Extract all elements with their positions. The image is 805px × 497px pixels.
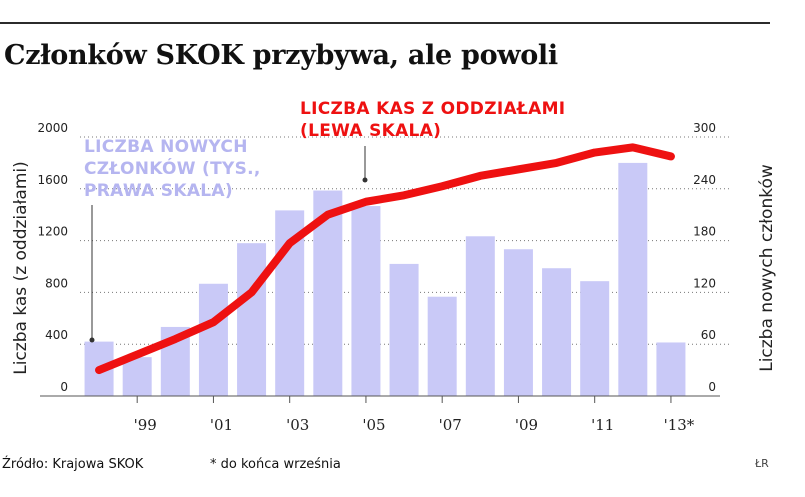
right-tick-label: 120 (693, 276, 716, 290)
left-tick-label: 1200 (37, 225, 68, 239)
line-point (289, 242, 291, 244)
x-tick-label: '01 (210, 416, 233, 434)
line-point (174, 338, 176, 340)
bar (503, 249, 533, 396)
line-point (556, 162, 558, 164)
bar (122, 357, 152, 396)
x-tick-label: '07 (439, 416, 462, 434)
right-tick-label: 0 (708, 380, 716, 394)
line-path (95, 143, 675, 375)
line-point (670, 155, 672, 157)
line-point (517, 168, 519, 170)
bars-label-leader-dot (89, 337, 95, 343)
bars-series-label: LICZBA NOWYCH (84, 137, 248, 157)
line-point (136, 354, 138, 356)
line-point (251, 291, 253, 293)
bars-series-label: PRAWA SKALA) (84, 181, 233, 201)
bar (351, 206, 381, 396)
right-tick-label: 240 (693, 173, 716, 187)
line-point (365, 201, 367, 203)
left-tick-label: 1600 (37, 173, 68, 187)
axes: 0 400 800 1200 1600 2000 0 60 120 180 240 300 '99 '01… (11, 121, 777, 434)
x-tick-label: '11 (591, 416, 614, 434)
line-point (479, 175, 481, 177)
right-tick-label: 180 (693, 225, 716, 239)
bar (198, 283, 228, 396)
right-axis-title: Liczba nowych członków (757, 164, 777, 372)
bar (389, 263, 419, 396)
bar (618, 162, 648, 396)
line-series (95, 143, 675, 375)
line-point (594, 152, 596, 154)
source-note: Źródło: Krajowa SKOK (2, 457, 144, 472)
x-tick-label: '05 (362, 416, 385, 434)
line-point (98, 369, 100, 371)
line-point (403, 194, 405, 196)
x-tick-label: '03 (286, 416, 309, 434)
line-label-leader-dot (362, 177, 368, 183)
x-tick-label: '99 (134, 416, 157, 434)
x-tick-label: '13* (664, 416, 695, 434)
x-tick-label: '09 (515, 416, 538, 434)
right-tick-label: 300 (693, 121, 716, 135)
footnote: * do końca września (210, 457, 341, 472)
left-tick-label: 800 (45, 276, 68, 290)
credit: ŁR (755, 457, 769, 470)
left-tick-label: 2000 (37, 121, 68, 135)
line-point (632, 146, 634, 148)
bar (542, 268, 572, 396)
bar (656, 342, 686, 396)
line-series-label: (LEWA SKALA) (300, 121, 441, 141)
line-point (212, 321, 214, 323)
left-axis-title: Liczba kas (z oddziałami) (11, 161, 31, 374)
top-rule (0, 22, 770, 24)
right-tick-label: 60 (701, 328, 716, 342)
line-point (327, 214, 329, 216)
bar (427, 296, 457, 396)
line-series-label: LICZBA KAS Z ODDZIAŁAMI (300, 99, 565, 119)
left-tick-label: 400 (45, 328, 68, 342)
bar (237, 243, 267, 396)
bar (465, 236, 495, 396)
chart-title: Członków SKOK przybywa, ale powoli (4, 40, 558, 71)
line-point (441, 185, 443, 187)
bar (580, 281, 610, 396)
bars-series-label: CZŁONKÓW (TYS., (84, 157, 261, 179)
left-tick-label: 0 (60, 380, 68, 394)
